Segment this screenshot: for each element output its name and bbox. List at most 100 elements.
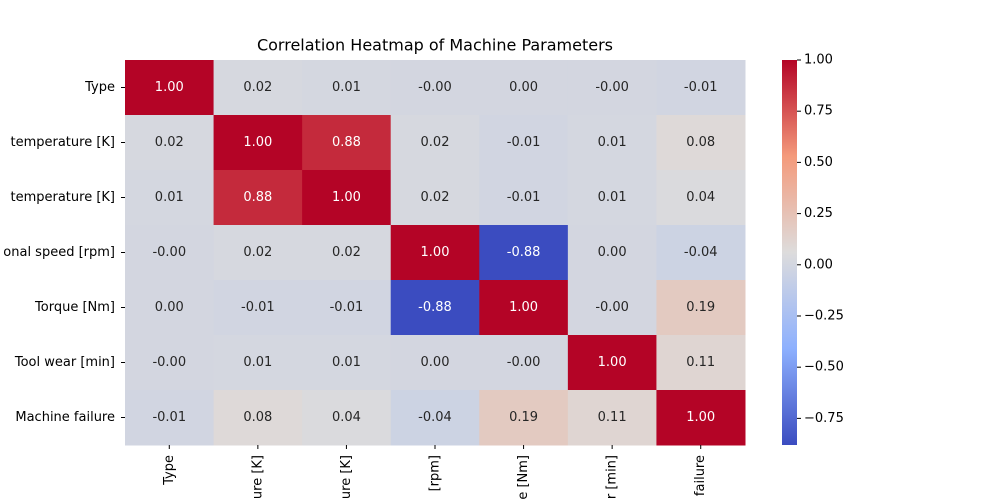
cell-label: 0.02 [421, 135, 450, 150]
cell-label: 1.00 [509, 300, 538, 315]
heatmap-cell [125, 225, 215, 281]
cell-label: 0.02 [421, 190, 450, 205]
cell-label: 0.08 [686, 135, 715, 150]
y-tick-label: Torque [Nm] [34, 300, 115, 315]
y-tick-label: temperature [K] [10, 190, 115, 205]
x-tick-label: failure [693, 455, 708, 496]
cell-label: 0.01 [155, 190, 184, 205]
heatmap-cell [302, 280, 392, 336]
cell-label: 0.00 [509, 80, 538, 95]
chart-title: Correlation Heatmap of Machine Parameter… [257, 36, 613, 55]
heatmap-cell [567, 170, 657, 226]
cell-label: -0.00 [507, 355, 541, 370]
cell-label: 0.01 [598, 135, 627, 150]
y-tick-label: Machine failure [15, 410, 115, 425]
heatmap-cell [656, 115, 746, 171]
x-tick-label: ure [K] [250, 455, 265, 499]
heatmap-cell [302, 115, 392, 171]
cell-label: 0.00 [421, 355, 450, 370]
cell-label: 1.00 [243, 135, 272, 150]
heatmap-cell [479, 170, 569, 226]
heatmap-cell [125, 280, 215, 336]
cell-label: -0.00 [418, 80, 452, 95]
cell-label: 1.00 [155, 80, 184, 95]
colorbar-tick-label: 0.00 [804, 257, 833, 272]
cell-label: -0.00 [152, 355, 186, 370]
heatmap-cell [213, 170, 303, 226]
cell-label: 0.88 [243, 190, 272, 205]
x-tick-label: e [Nm] [516, 455, 531, 500]
colorbar-tick-label: −0.25 [804, 308, 844, 323]
x-tick-label: Type [162, 455, 177, 486]
heatmap-cell [656, 170, 746, 226]
cell-label: -0.04 [418, 410, 452, 425]
y-tick-label: temperature [K] [10, 135, 115, 150]
heatmap-cell [390, 115, 480, 171]
colorbar [782, 60, 797, 445]
heatmap-cell [390, 335, 480, 391]
cell-label: 0.01 [332, 355, 361, 370]
y-tick-label: Type [84, 80, 115, 95]
heatmap-cell [567, 225, 657, 281]
heatmap-cell [567, 280, 657, 336]
cell-label: 0.02 [332, 245, 361, 260]
heatmap-cell [479, 225, 569, 281]
heatmap-cell [390, 225, 480, 281]
heatmap-cell [302, 225, 392, 281]
cell-label: 0.02 [155, 135, 184, 150]
cell-label: 0.88 [332, 135, 361, 150]
cell-label: 0.02 [243, 80, 272, 95]
heatmap-cell [125, 390, 215, 446]
heatmap-cell [656, 390, 746, 446]
heatmap-cell [390, 170, 480, 226]
x-tick-label: [rpm] [428, 455, 443, 491]
cell-label: -0.01 [507, 135, 541, 150]
cell-label: -0.00 [595, 300, 629, 315]
cell-label: -0.01 [507, 190, 541, 205]
cell-label: 0.02 [243, 245, 272, 260]
heatmap-cell [567, 335, 657, 391]
heatmap-cell [390, 280, 480, 336]
cell-label: 0.11 [686, 355, 715, 370]
cell-label: -0.88 [507, 245, 541, 260]
heatmap-cell [479, 60, 569, 116]
heatmap-cell [390, 60, 480, 116]
x-tick-label: ure [K] [339, 455, 354, 499]
cell-label: -0.01 [330, 300, 364, 315]
cell-label: 1.00 [421, 245, 450, 260]
cell-label: -0.00 [595, 80, 629, 95]
cell-label: 0.19 [509, 410, 538, 425]
cell-label: -0.01 [684, 80, 718, 95]
cell-label: 0.11 [598, 410, 627, 425]
cell-label: 0.01 [243, 355, 272, 370]
heatmap-cell [213, 115, 303, 171]
cell-label: 1.00 [598, 355, 627, 370]
cell-label: 0.08 [243, 410, 272, 425]
y-tick-label: onal speed [rpm] [3, 245, 115, 260]
cell-label: 0.19 [686, 300, 715, 315]
heatmap-cell [656, 60, 746, 116]
heatmap-cell [479, 335, 569, 391]
colorbar-tick-label: 1.00 [804, 53, 833, 68]
heatmap-cell [656, 225, 746, 281]
cell-label: -0.00 [152, 245, 186, 260]
colorbar-tick-label: −0.75 [804, 411, 844, 426]
cell-label: 0.01 [598, 190, 627, 205]
heatmap-cell [125, 335, 215, 391]
heatmap-cell [390, 390, 480, 446]
heatmap-cell [479, 280, 569, 336]
heatmap-cell [125, 170, 215, 226]
cell-label: 1.00 [686, 410, 715, 425]
colorbar-tick-label: 0.50 [804, 155, 833, 170]
colorbar-tick-label: 0.75 [804, 104, 833, 119]
cell-label: 1.00 [332, 190, 361, 205]
heatmap-cell [479, 115, 569, 171]
heatmap-cell [213, 60, 303, 116]
heatmap-cell [302, 390, 392, 446]
heatmap-cell [567, 60, 657, 116]
cell-label: -0.01 [152, 410, 186, 425]
cell-label: -0.01 [241, 300, 275, 315]
heatmap-cell [213, 280, 303, 336]
heatmap-cell [567, 390, 657, 446]
